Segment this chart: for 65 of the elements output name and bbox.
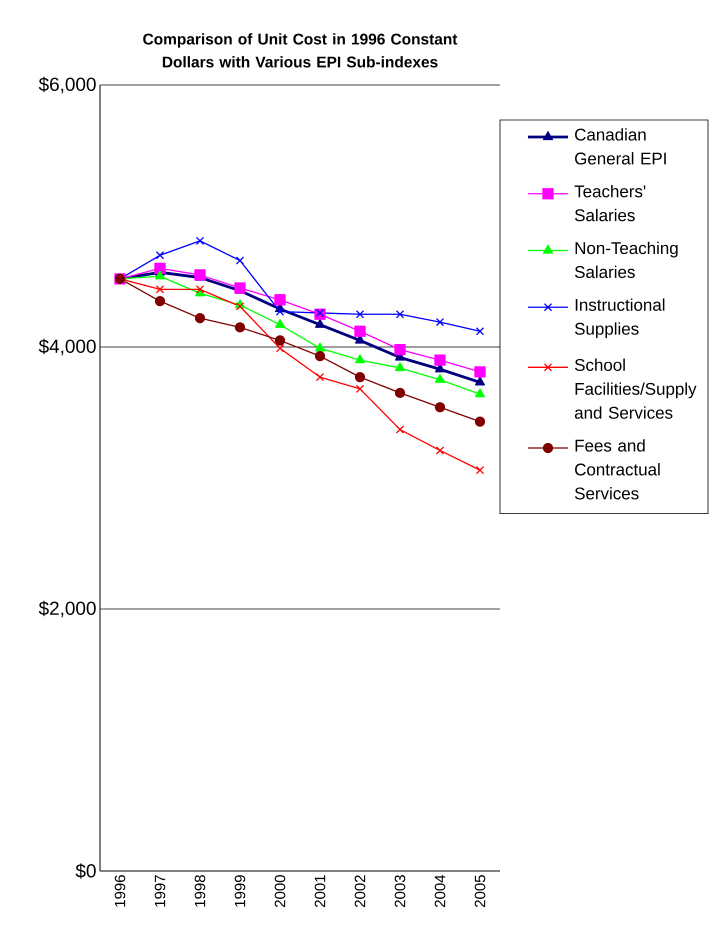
point	[236, 256, 244, 265]
point	[274, 294, 286, 306]
point	[475, 376, 485, 386]
point	[155, 270, 165, 280]
point	[474, 366, 486, 378]
point	[154, 296, 166, 306]
point	[196, 236, 204, 246]
point	[194, 269, 206, 281]
point	[154, 262, 166, 274]
point	[315, 319, 325, 328]
x-tick-label: 1996	[114, 875, 126, 907]
point	[394, 344, 406, 356]
point	[156, 285, 164, 294]
x-tick-label: 1997	[154, 875, 166, 907]
point	[354, 372, 366, 382]
x-tick-label: 2005	[474, 875, 486, 908]
legend-label: Teachers' Salaries	[574, 184, 646, 222]
point	[436, 446, 444, 455]
point	[356, 384, 364, 394]
point	[356, 310, 364, 318]
point	[236, 302, 244, 311]
point	[156, 251, 164, 260]
point	[314, 351, 326, 362]
point	[396, 425, 404, 434]
legend-label: Fees and Contractual Services	[574, 439, 660, 500]
point	[234, 322, 246, 332]
x-tick-label: 2002	[354, 875, 366, 908]
point	[474, 416, 486, 427]
point	[394, 388, 406, 398]
x-tick-label: 2001	[314, 875, 326, 908]
point	[396, 310, 404, 318]
y-tick-label: $6,000	[38, 76, 96, 94]
point	[194, 313, 206, 324]
point	[276, 344, 284, 352]
x-tick-label: 2004	[434, 874, 446, 908]
legend-label: Instructional Supplies	[574, 298, 664, 338]
x-tick-label: 1998	[194, 875, 206, 907]
chart-title: Comparison of Unit Cost in 1996 Constant Dollars with Various EPI Sub-indexes	[143, 33, 458, 68]
point	[315, 342, 325, 352]
point	[316, 372, 324, 382]
point	[234, 282, 246, 294]
point	[434, 354, 446, 366]
legend-label: Non-Teaching Salaries	[574, 242, 678, 278]
point	[436, 318, 444, 326]
point	[476, 466, 484, 474]
point	[475, 388, 485, 398]
x-tick-label: 2003	[394, 875, 406, 908]
point	[355, 354, 365, 364]
x-tick-label: 2000	[274, 875, 286, 908]
point	[274, 335, 286, 346]
point	[434, 402, 446, 412]
y-tick-label: $0	[76, 863, 96, 879]
point	[275, 319, 285, 328]
point	[435, 374, 445, 383]
point	[476, 327, 484, 336]
legend-label: School Facilities/Supply and Services	[574, 358, 697, 419]
point	[354, 326, 366, 337]
point	[395, 362, 405, 372]
point	[276, 307, 284, 316]
legend-label: Canadian General EPI	[575, 128, 666, 165]
point	[196, 285, 204, 294]
y-tick-label: $4,000	[38, 338, 96, 356]
x-tick-label: 1999	[234, 875, 246, 907]
y-tick-label: $2,000	[38, 600, 96, 618]
point	[316, 308, 324, 318]
